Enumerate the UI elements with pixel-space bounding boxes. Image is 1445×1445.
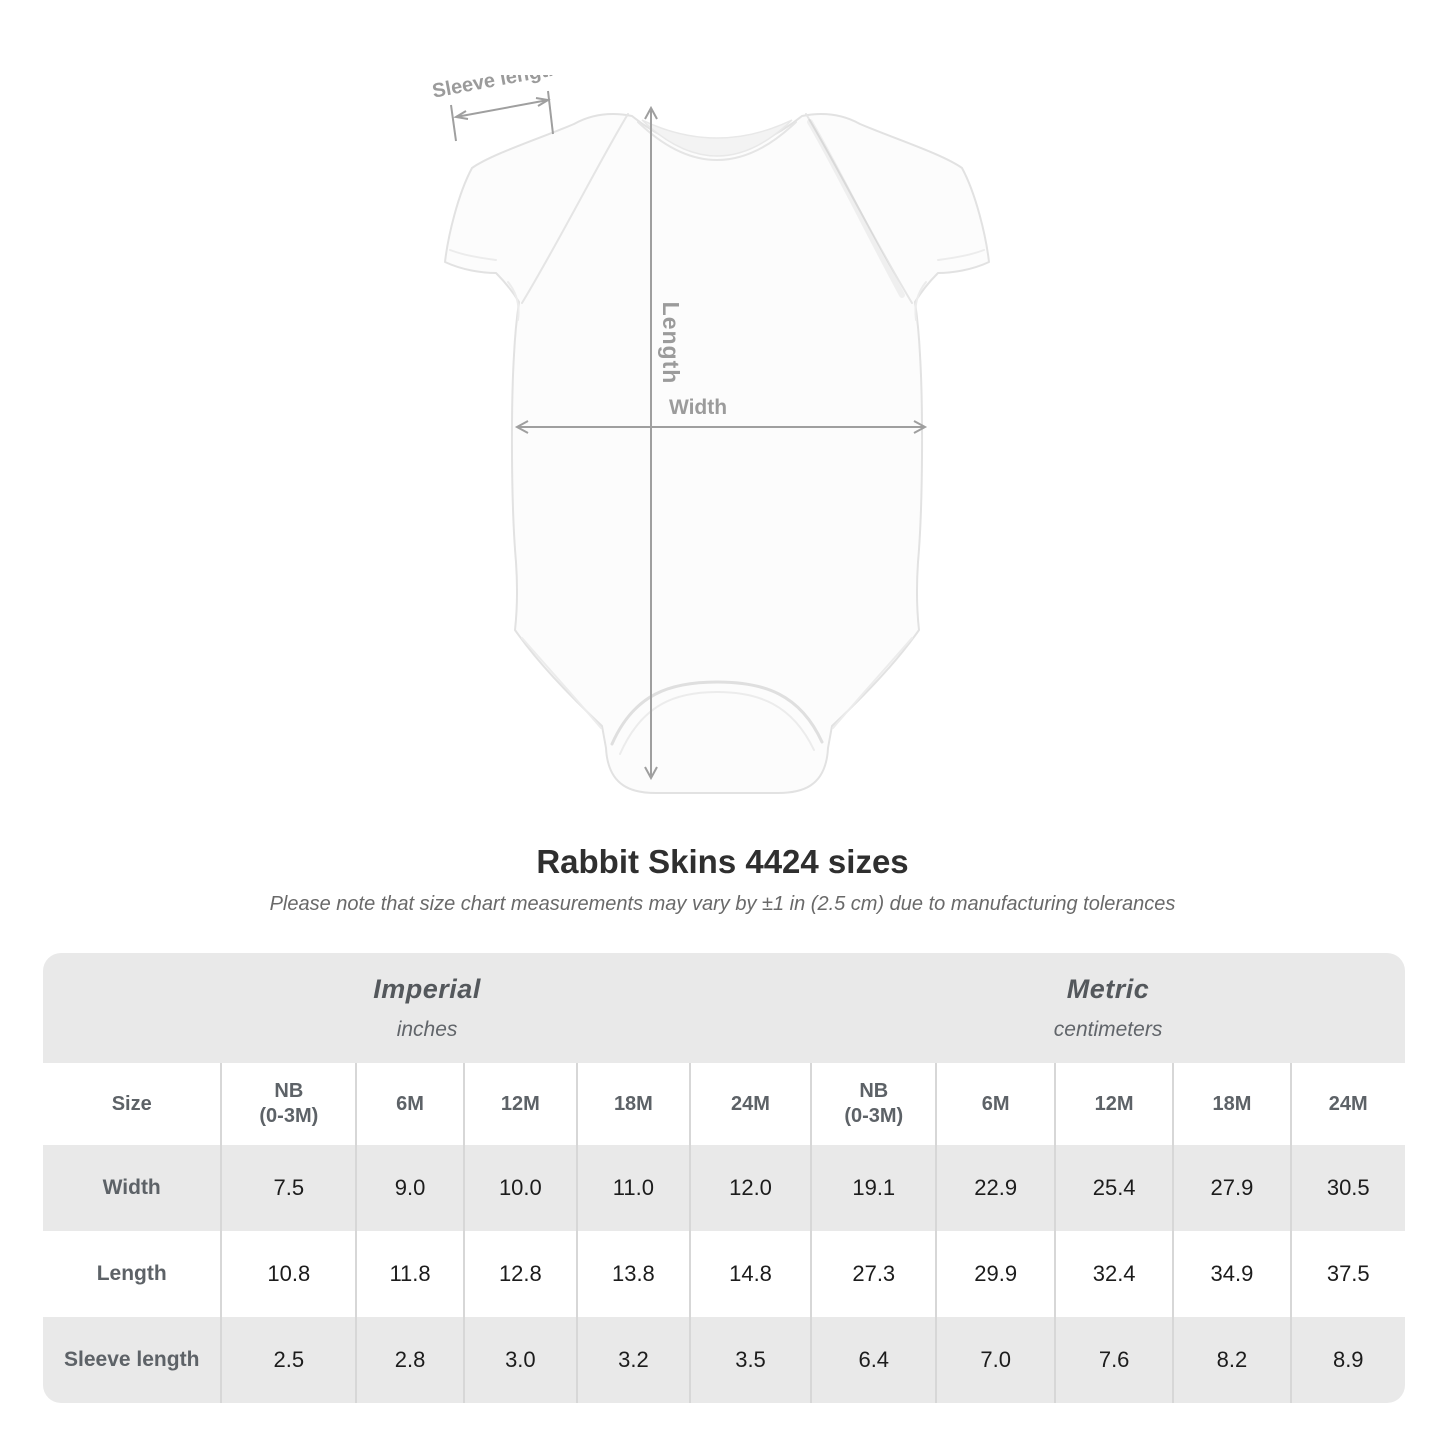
value-cell: 8.2 xyxy=(1172,1317,1291,1403)
value-cell: 3.2 xyxy=(575,1317,690,1403)
bodysuit-outline xyxy=(444,113,990,794)
collar-inside xyxy=(641,119,793,157)
unit-group-header-row: Imperial inches Metric centimeters xyxy=(43,953,1405,1063)
imperial-unit: inches xyxy=(396,1018,458,1041)
value-cell: 3.5 xyxy=(688,1317,812,1403)
page-title: Rabbit Skins 4424 sizes xyxy=(536,843,909,880)
size-table-grid: Imperial inches Metric centimeters Size … xyxy=(43,953,1405,1403)
imperial-group-header: Imperial inches xyxy=(43,953,811,1063)
right-lap-shadow xyxy=(807,119,905,298)
width-label: Width xyxy=(669,396,727,419)
table-row-length: Length 10.8 11.8 12.8 13.8 14.8 27.3 29.… xyxy=(43,1231,1405,1317)
col-header-label: NB xyxy=(274,1080,304,1102)
value-cell: 2.5 xyxy=(220,1317,357,1403)
value-cell: 2.8 xyxy=(355,1317,464,1403)
col-header-metric-nb: NB (0-3M) xyxy=(810,1063,937,1145)
col-header-metric-6m: 6M xyxy=(935,1063,1055,1145)
sleeve-length-arrow xyxy=(450,90,554,142)
right-leg-binding xyxy=(832,637,913,729)
measurement-annotations: Length Width Sleeve length xyxy=(431,75,928,781)
value-cell: 7.6 xyxy=(1053,1317,1174,1403)
imperial-title: Imperial xyxy=(373,974,481,1004)
value-cell: 13.8 xyxy=(575,1231,690,1317)
value-cell: 11.0 xyxy=(575,1145,690,1231)
value-cell: 25.4 xyxy=(1053,1145,1174,1231)
value-cell: 11.8 xyxy=(355,1231,464,1317)
value-cell: 7.5 xyxy=(220,1145,357,1231)
col-header-metric-24m: 24M xyxy=(1289,1063,1405,1145)
metric-unit: centimeters xyxy=(1053,1018,1163,1041)
value-cell: 12.0 xyxy=(688,1145,812,1231)
metric-title: Metric xyxy=(1066,974,1150,1004)
col-header-metric-12m: 12M xyxy=(1053,1063,1174,1145)
crotch-flap-binding-inner xyxy=(619,690,815,755)
value-cell: 14.8 xyxy=(688,1231,812,1317)
value-cell: 6.4 xyxy=(810,1317,937,1403)
size-header: Size xyxy=(111,1092,152,1115)
col-header-imperial-6m: 6M xyxy=(355,1063,464,1145)
row-label-width: Width xyxy=(102,1176,161,1199)
col-header-metric-18m: 18M xyxy=(1172,1063,1291,1145)
left-leg-binding xyxy=(521,637,602,729)
value-cell: 27.9 xyxy=(1172,1145,1291,1231)
col-header-imperial-nb: NB (0-3M) xyxy=(220,1063,357,1145)
value-cell: 27.3 xyxy=(810,1231,937,1317)
value-cell: 9.0 xyxy=(355,1145,464,1231)
row-label-length: Length xyxy=(96,1262,167,1285)
right-lap-shoulder-seam xyxy=(805,113,913,304)
right-armpit-fold xyxy=(914,281,927,321)
size-table: Imperial inches Metric centimeters Size … xyxy=(43,953,1405,1403)
col-header-sublabel: (0-3M) xyxy=(844,1105,904,1127)
length-label: Length xyxy=(658,302,684,385)
row-label-sleeve-length: Sleeve length xyxy=(64,1348,200,1371)
col-header-sublabel: (0-3M) xyxy=(259,1105,319,1127)
collar-seam xyxy=(637,121,797,161)
bodysuit-illustration xyxy=(444,113,990,794)
value-cell: 29.9 xyxy=(935,1231,1055,1317)
page-subtitle: Please note that size chart measurements… xyxy=(269,893,1176,915)
metric-group-header: Metric centimeters xyxy=(811,953,1405,1063)
crotch-flap-binding-outer xyxy=(610,680,824,746)
left-armpit-fold xyxy=(507,281,520,321)
value-cell: 32.4 xyxy=(1053,1231,1174,1317)
col-header-label: NB xyxy=(859,1080,889,1102)
value-cell: 8.9 xyxy=(1289,1317,1405,1403)
table-row-sleeve-length: Sleeve length 2.5 2.8 3.0 3.2 3.5 6.4 7.… xyxy=(43,1317,1405,1403)
value-cell: 34.9 xyxy=(1172,1231,1291,1317)
left-lap-shoulder-seam xyxy=(521,113,629,304)
value-cell: 37.5 xyxy=(1289,1231,1405,1317)
col-header-imperial-12m: 12M xyxy=(462,1063,577,1145)
col-header-imperial-18m: 18M xyxy=(575,1063,690,1145)
value-cell: 3.0 xyxy=(462,1317,577,1403)
value-cell: 7.0 xyxy=(935,1317,1055,1403)
left-sleeve-hem xyxy=(449,249,497,261)
width-arrow xyxy=(514,420,928,434)
size-header-row: Size NB (0-3M) 6M 12M 18M 24M NB (0-3M) … xyxy=(43,1063,1405,1145)
value-cell: 19.1 xyxy=(810,1145,937,1231)
value-cell: 12.8 xyxy=(462,1231,577,1317)
value-cell: 10.8 xyxy=(220,1231,357,1317)
bodysuit-diagram: Length Width Sleeve length xyxy=(431,75,990,794)
length-arrow xyxy=(644,105,658,781)
value-cell: 10.0 xyxy=(462,1145,577,1231)
col-header-imperial-24m: 24M xyxy=(688,1063,812,1145)
right-sleeve-hem xyxy=(937,249,985,261)
table-row-width: Width 7.5 9.0 10.0 11.0 12.0 19.1 22.9 2… xyxy=(43,1145,1405,1231)
value-cell: 30.5 xyxy=(1289,1145,1405,1231)
value-cell: 22.9 xyxy=(935,1145,1055,1231)
